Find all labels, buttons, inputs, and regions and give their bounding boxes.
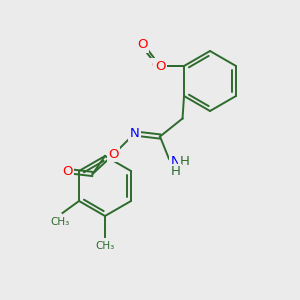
Text: CH₃: CH₃ bbox=[50, 217, 70, 226]
Text: O: O bbox=[62, 164, 72, 178]
Text: N: N bbox=[130, 127, 140, 140]
Text: CH₃: CH₃ bbox=[95, 241, 115, 250]
Text: O: O bbox=[151, 59, 162, 72]
Text: O: O bbox=[155, 59, 165, 73]
Text: H: H bbox=[180, 155, 190, 169]
Text: O: O bbox=[137, 38, 147, 52]
Text: O: O bbox=[108, 148, 119, 161]
Text: O: O bbox=[151, 59, 162, 72]
Text: H: H bbox=[171, 165, 181, 178]
Text: N: N bbox=[171, 155, 181, 169]
Text: N: N bbox=[130, 127, 140, 140]
